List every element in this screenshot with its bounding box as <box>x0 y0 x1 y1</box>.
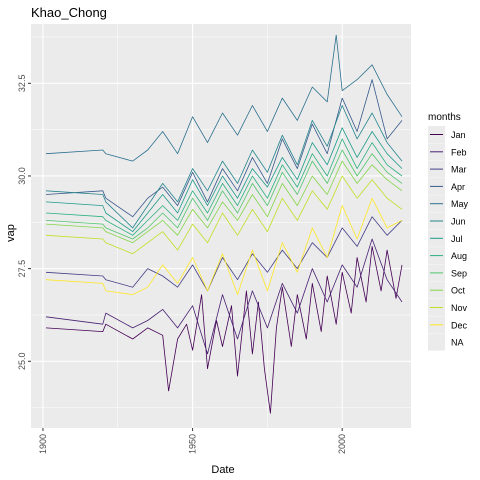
series-line-oct <box>45 160 403 244</box>
series-line-jun <box>45 105 403 229</box>
y-axis-title: vap <box>5 224 17 242</box>
legend-label-aug: Aug <box>451 251 467 261</box>
legend-key-bg <box>428 333 445 351</box>
grid-minor <box>31 24 411 428</box>
legend-label-may: May <box>451 199 469 209</box>
legend-label-oct: Oct <box>451 286 466 296</box>
series-line-apr <box>45 79 403 218</box>
legend-label-na: NA <box>451 338 464 348</box>
legend-label-sep: Sep <box>451 268 467 278</box>
series-line-jul <box>45 127 403 233</box>
y-tick-label: 32.5 <box>17 75 27 93</box>
legend-label-jan: Jan <box>451 130 466 140</box>
legend-label-mar: Mar <box>451 165 467 175</box>
series-line-jan <box>45 245 403 414</box>
legend-label-feb: Feb <box>451 147 467 157</box>
legend-label-jun: Jun <box>451 217 466 227</box>
legend-label-apr: Apr <box>451 182 465 192</box>
legend: months Jan Feb Mar Apr May Jun Jul Aug Sep Oct Nov… <box>428 112 469 351</box>
series-line-may <box>45 34 403 162</box>
legend-title: months <box>428 112 461 123</box>
series-line-mar <box>45 216 403 292</box>
x-tick-label: 1900 <box>38 434 48 454</box>
x-tick-label: 1950 <box>188 434 198 454</box>
axis-ticks: 1900 1950 2000 25.0 27.5 30.0 32.5 <box>17 75 347 454</box>
legend-label-dec: Dec <box>451 320 468 330</box>
grid-major <box>31 24 411 428</box>
series-layer <box>45 34 403 414</box>
legend-label-nov: Nov <box>451 303 468 313</box>
series-line-dec <box>45 197 403 296</box>
series-line-feb <box>45 238 403 355</box>
series-line-aug <box>45 138 403 236</box>
y-tick-label: 25.0 <box>17 353 27 371</box>
series-line-sep <box>45 149 403 240</box>
chart-title: Khao_Chong <box>31 5 107 20</box>
series-line-nov <box>45 175 403 255</box>
x-tick-label: 2000 <box>337 434 347 454</box>
legend-label-jul: Jul <box>451 234 463 244</box>
y-tick-label: 30.0 <box>17 167 27 185</box>
plot-panel <box>31 24 411 428</box>
y-tick-label: 27.5 <box>17 260 27 278</box>
x-axis-title: Date <box>211 464 234 476</box>
